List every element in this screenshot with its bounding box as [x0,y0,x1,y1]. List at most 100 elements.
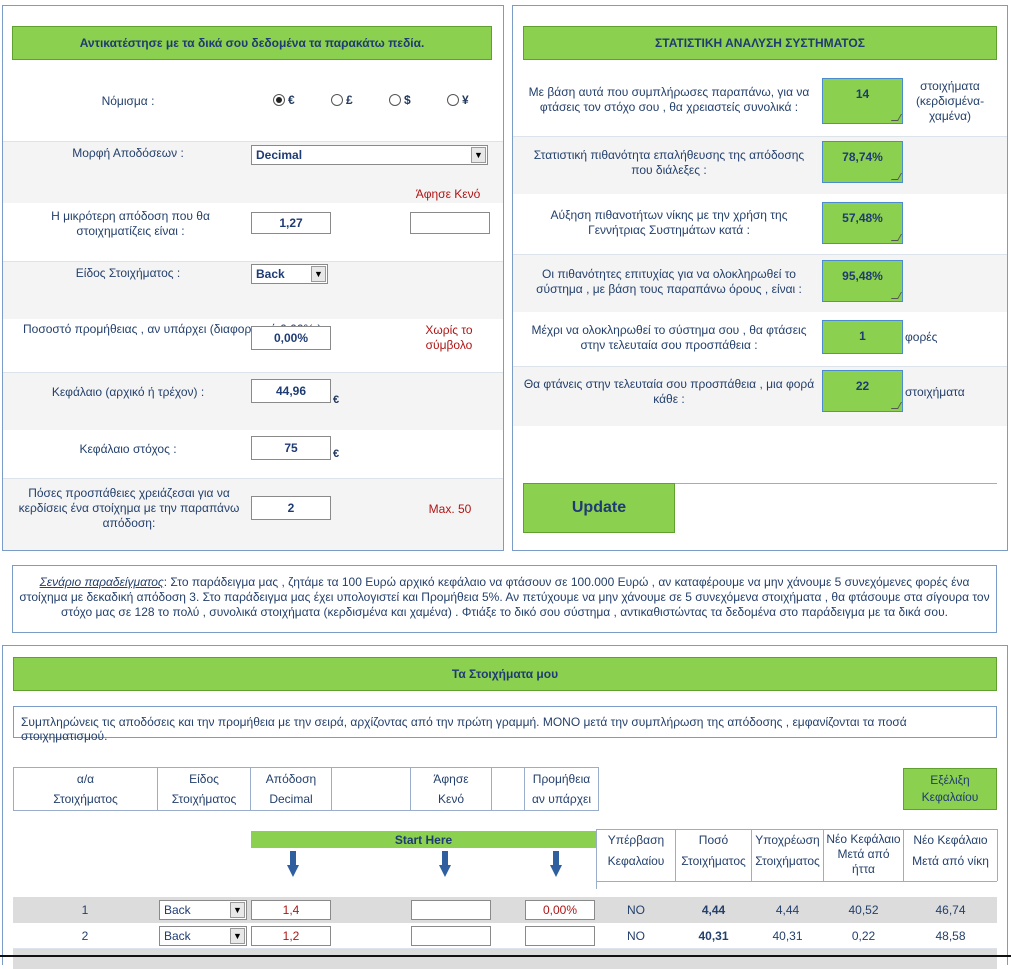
after-win-value: 46,74 [935,903,966,917]
resize-grip-icon [890,292,903,299]
radio-selected-icon [273,94,285,106]
stat-value: 95,48% [842,269,883,283]
result-header-line: Νέο Κεφάλαιο [826,832,901,846]
divider [491,767,492,811]
min-odds-blank-input[interactable] [410,212,490,234]
stat-value-last-attempt: 1 [822,320,903,354]
stat-value-success: 95,48% [822,260,903,302]
stat-value: 14 [855,87,870,101]
after-loss-value: 0,22 [851,929,876,943]
left-panel: Αντικατέστησε με τα δικά σου δεδομένα τα… [2,5,504,551]
radio-icon [389,94,401,106]
result-header-line: Στοιχήματος [681,854,746,868]
commission-input[interactable]: 0,00% [525,900,595,920]
min-odds-input[interactable]: 1,27 [251,212,331,234]
commission-note: Χωρίς το σύμβολο [425,323,473,352]
resize-grip-icon [890,402,903,409]
stat-value-total: 14 [822,78,903,124]
row-bg [513,136,1007,194]
blank-input[interactable] [411,926,491,946]
col-header-line: Κεφαλαίου [921,790,979,804]
result-header-line: Κεφαλαίου [607,854,665,868]
update-button[interactable]: Update [523,483,675,533]
col-header-type: Είδος Στοιχήματος [158,769,250,809]
result-header-after-loss: Νέο Κεφάλαιο Μετά από ήττα [824,832,903,877]
odds-input[interactable]: 1,2 [251,926,331,946]
stat-label-increase: Αύξηση πιθανοτήτων νίκης με την χρήση τη… [550,208,788,237]
currency-option: £ [346,93,353,107]
result-header-liability: Υποχρέωση Στοιχήματος [752,830,823,872]
arrow-down-icon [287,851,299,877]
stat-value: 22 [855,379,870,393]
col-header-line: Εξέλιξη [930,773,970,787]
chevron-down-icon: ▼ [230,902,245,918]
row-num: 2 [81,929,89,943]
bet-type-select[interactable]: Back ▼ [159,926,247,946]
resize-grip-icon [890,114,903,121]
col-header-line: αν υπάρχει [531,792,592,806]
bet-type-select[interactable]: Back ▼ [159,900,247,920]
min-odds-label: Η μικρότερη απόδοση που θα στοιχηματίζει… [51,209,210,238]
odds-format-select[interactable]: Decimal ▼ [251,145,488,165]
radio-icon [331,94,343,106]
resize-grip-icon [890,234,903,241]
chevron-down-icon: ▼ [471,147,486,163]
divider [751,829,752,881]
currency-radio-jpy[interactable]: ¥ [447,93,469,107]
result-header-line: Υπέρβαση [607,833,665,847]
capital-input[interactable]: 44,96 [251,379,331,403]
leave-blank-label: Άφησε Κενό [415,186,481,201]
attempts-note: Max. 50 [428,501,472,516]
col-header-line: α/α [76,772,95,786]
divider [250,767,251,811]
currency-radio-eur[interactable]: € [273,93,295,107]
stat-unit-frequency: στοιχήματα [905,384,965,399]
col-header-line: Κενό [437,792,465,806]
exceed-value: NO [627,903,645,917]
currency-radio-usd[interactable]: $ [389,93,411,107]
stat-label-success: Οι πιθανότητες επιτυχίας για να ολοκληρω… [536,267,802,296]
stat-unit-total: στοιχήματα (κερδισμένα-χαμένα) [915,78,985,123]
bet-type-select[interactable]: Back ▼ [251,264,328,284]
stat-label-last-attempt: Μέχρι να ολοκληρωθεί το σύστημα σου , θα… [531,323,807,352]
capital-evolution-button[interactable]: Εξέλιξη Κεφαλαίου [903,768,997,810]
stat-value-frequency: 22 [822,370,903,412]
target-input[interactable]: 75 [251,436,331,460]
divider [598,767,599,811]
divider [13,767,599,768]
radio-icon [447,94,459,106]
divider [597,881,997,882]
stake-value: 4,44 [701,903,726,917]
divider [597,829,997,830]
col-header-blank: Άφησε Κενό [411,769,491,809]
commission-input[interactable] [525,926,595,946]
right-panel: ΣΤΑΤΙΣΤΙΚΗ ΑΝΑΛΥΣΗ ΣΥΣΤΗΜΑΤΟΣ Με βάση αυ… [512,5,1008,551]
divider [524,767,525,811]
after-win-value: 48,58 [935,929,966,943]
commission-input[interactable]: 0,00% [251,326,331,350]
divider [903,829,904,881]
currency-radio-gbp[interactable]: £ [331,93,353,107]
col-header-line: Στοιχήματος [53,792,118,806]
blank-input[interactable] [411,900,491,920]
col-header-line: Άφησε [433,772,469,786]
bet-type-label: Είδος Στοιχήματος : [75,265,181,280]
arrow-down-icon [550,851,562,877]
capital-label: Κεφάλαιο (αρχικό ή τρέχον) : [51,384,205,399]
divider [13,767,14,811]
divider [410,767,411,811]
table-row [13,949,997,969]
target-unit: € [333,448,340,460]
stake-value: 40,31 [698,929,729,943]
row-bg [513,366,1007,426]
col-header-line: Απόδοση [265,772,317,786]
bets-panel: Τα Στοιχήματα μου Συμπληρώνεις τις αποδό… [2,645,1008,969]
col-header-line: Είδος [189,772,219,786]
col-header-commission: Προμήθεια αν υπάρχει [525,769,598,809]
divider [823,829,824,881]
attempts-input[interactable]: 2 [251,496,331,520]
target-label: Κεφάλαιο στόχος : [79,441,177,456]
stat-value: 1 [859,329,866,343]
result-header-line: Στοιχήματος [755,854,820,868]
odds-input[interactable]: 1,4 [251,900,331,920]
